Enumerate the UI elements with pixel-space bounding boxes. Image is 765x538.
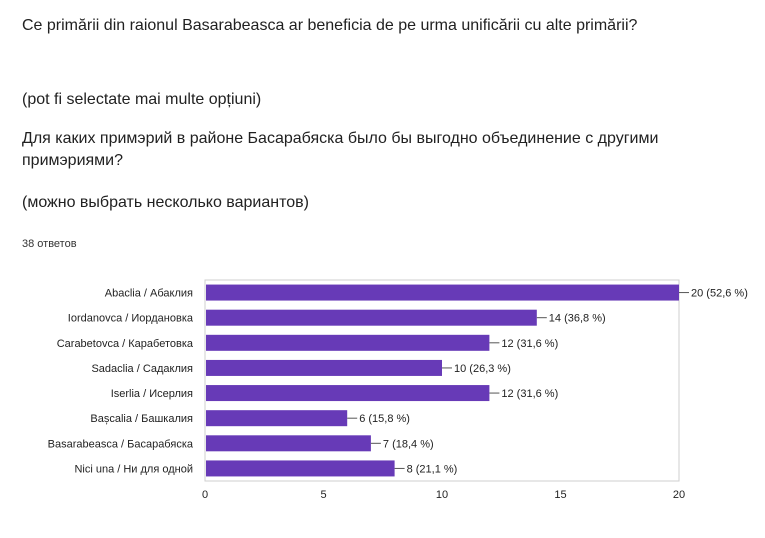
bar — [206, 460, 395, 477]
category-label: Carabetovca / Карабетовка — [57, 338, 194, 350]
question-text-ro: Ce primării din raionul Basarabeasca ar … — [22, 17, 638, 34]
data-label: 12 (31,6 %) — [501, 388, 558, 400]
question-text-ru: Для каких примэрий в районе Басарабяска … — [22, 130, 659, 169]
data-label: 10 (26,3 %) — [454, 363, 511, 375]
bar — [206, 410, 348, 427]
bar — [206, 334, 490, 351]
category-label: Iordanovca / Иордановка — [68, 313, 194, 325]
question-note-ro: (pot fi selectate mai multe opțiuni) — [22, 91, 262, 108]
category-label: Nici una / Ни для одной — [74, 463, 193, 475]
data-label: 14 (36,8 %) — [549, 313, 606, 325]
data-label: 12 (31,6 %) — [501, 338, 558, 350]
plot-frame — [204, 279, 680, 482]
category-label: Abaclia / Абаклия — [105, 288, 193, 300]
question-note-ru: (можно выбрать несколько вариантов) — [22, 194, 309, 211]
category-label: Bașcalia / Башкалия — [90, 413, 193, 425]
response-count: 38 ответов — [22, 238, 77, 250]
category-label: Sadaclia / Садаклия — [91, 363, 193, 375]
bar — [206, 435, 371, 452]
data-label: 7 (18,4 %) — [383, 438, 434, 450]
x-tick-label: 0 — [202, 489, 208, 501]
bar — [206, 309, 537, 326]
x-tick-label: 5 — [320, 489, 326, 501]
category-label: Basarabeasca / Басарабяска — [48, 438, 194, 450]
bar — [206, 385, 490, 402]
x-tick-label: 20 — [673, 489, 685, 501]
bar — [206, 284, 679, 301]
x-tick-label: 10 — [436, 489, 448, 501]
data-label: 20 (52,6 %) — [691, 288, 748, 300]
x-tick-label: 15 — [554, 489, 566, 501]
data-label: 6 (15,8 %) — [359, 413, 410, 425]
data-label: 8 (21,1 %) — [407, 463, 458, 475]
category-label: Iserlia / Исерлия — [111, 388, 193, 400]
bar — [206, 359, 442, 376]
